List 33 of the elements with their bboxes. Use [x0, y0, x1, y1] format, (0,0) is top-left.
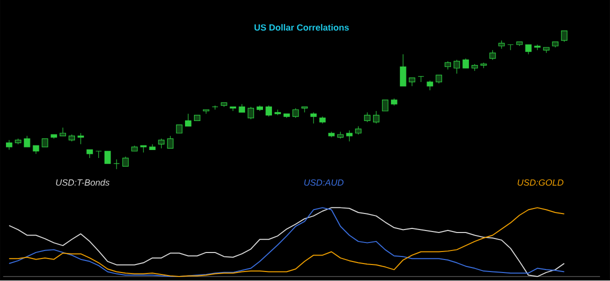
candlestick [24, 136, 30, 148]
candlestick [158, 138, 165, 149]
candlestick [364, 112, 370, 123]
candlestick [185, 114, 192, 127]
candlestick [382, 100, 388, 112]
candlestick [426, 80, 434, 91]
candlestick [167, 136, 174, 149]
candlestick [113, 159, 120, 170]
candlestick [140, 146, 147, 154]
candlestick [292, 108, 299, 118]
candlestick [248, 106, 254, 120]
candlestick [230, 106, 236, 112]
chart-title: US Dollar Correlations [254, 24, 349, 31]
candlestick [418, 76, 424, 82]
candlestick [346, 130, 353, 142]
candlestick [498, 40, 505, 50]
candlestick [104, 151, 111, 164]
candlestick [212, 105, 218, 110]
candlestick [373, 110, 380, 124]
text: USD:AUD [304, 180, 344, 186]
candlestick [400, 54, 406, 87]
text: USD:GOLD [518, 180, 564, 186]
candlestick [454, 60, 460, 74]
candlestick [78, 133, 84, 145]
candlestick [266, 105, 272, 118]
candlestick [525, 44, 532, 55]
text: USD:T-Bonds [56, 179, 110, 186]
candlestick [489, 50, 496, 60]
candlestick [310, 112, 317, 124]
candlestick [462, 58, 469, 69]
candlestick [6, 140, 12, 150]
candlestick [561, 30, 568, 42]
candlestick [507, 44, 514, 51]
